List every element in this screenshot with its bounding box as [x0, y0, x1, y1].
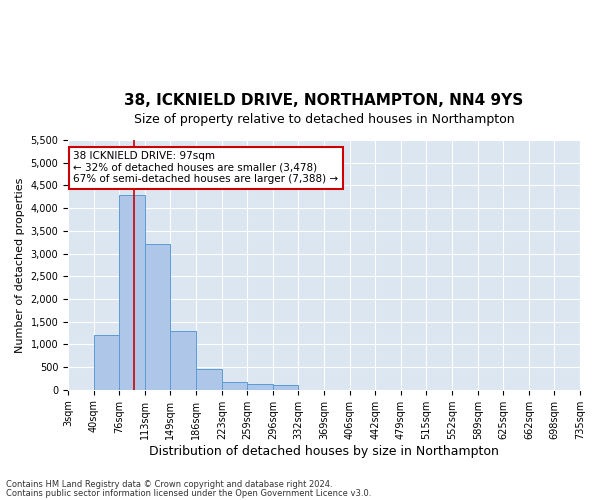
- Bar: [94, 335, 119, 390]
- Bar: [222, 382, 247, 390]
- Bar: [119, 194, 145, 390]
- Bar: [145, 244, 170, 390]
- X-axis label: Distribution of detached houses by size in Northampton: Distribution of detached houses by size …: [149, 444, 499, 458]
- Text: Contains public sector information licensed under the Open Government Licence v3: Contains public sector information licen…: [6, 488, 371, 498]
- Bar: [273, 385, 298, 390]
- Text: 38, ICKNIELD DRIVE, NORTHAMPTON, NN4 9YS: 38, ICKNIELD DRIVE, NORTHAMPTON, NN4 9YS: [124, 92, 524, 108]
- Bar: [247, 384, 273, 390]
- Text: 38 ICKNIELD DRIVE: 97sqm
← 32% of detached houses are smaller (3,478)
67% of sem: 38 ICKNIELD DRIVE: 97sqm ← 32% of detach…: [73, 152, 338, 184]
- Text: Contains HM Land Registry data © Crown copyright and database right 2024.: Contains HM Land Registry data © Crown c…: [6, 480, 332, 489]
- Text: Size of property relative to detached houses in Northampton: Size of property relative to detached ho…: [134, 114, 514, 126]
- Y-axis label: Number of detached properties: Number of detached properties: [15, 177, 25, 352]
- Bar: [170, 330, 196, 390]
- Bar: [196, 370, 222, 390]
